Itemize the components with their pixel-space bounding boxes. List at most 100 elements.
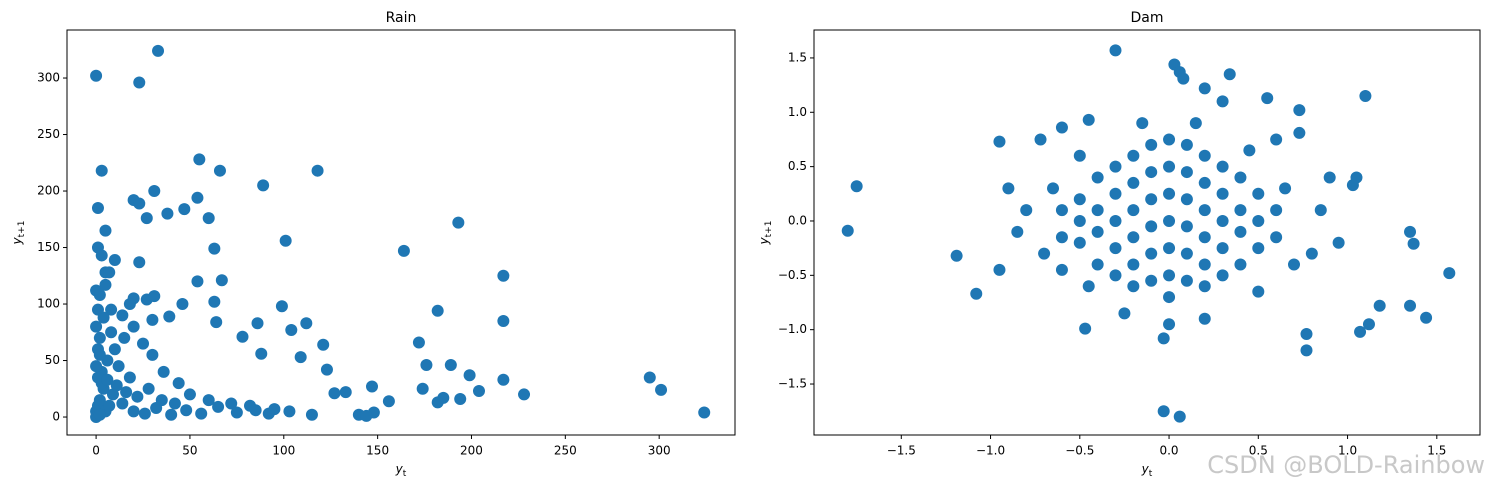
y-tick-label: 1.5 [788,50,807,64]
point [1261,92,1274,105]
point [133,76,146,89]
point [137,337,150,350]
point [1252,242,1265,255]
point [249,404,262,417]
point [1216,242,1229,255]
point [1359,89,1372,102]
panel: Rain yt yt+1 0 50 100 150 200 250 300 0 50 100 150 200… [10,10,736,479]
y-tick-label: 0.5 [788,159,807,173]
point [236,330,249,343]
point [1198,82,1211,95]
x-axis-label: yt [395,462,407,479]
point [168,397,181,410]
point [123,298,136,311]
plot-frame [813,29,1481,436]
point [120,386,133,399]
point [1157,332,1170,345]
y-tick-label: −1.5 [778,377,807,391]
point [1091,258,1104,271]
point [1127,149,1140,162]
x-tick-label: 1.0 [1338,444,1357,458]
point [643,371,656,384]
point [698,406,711,419]
point [90,360,103,373]
point [1073,149,1086,162]
point [127,320,140,333]
point [294,351,307,364]
x-tick-label: 300 [648,444,671,458]
point [133,197,146,210]
y-axis-label: yt+1 [10,221,27,246]
point [1118,307,1131,320]
point [1300,328,1313,341]
point [1305,247,1318,260]
point [497,373,510,386]
y-tick-label: 50 [45,353,60,367]
point [95,249,108,262]
point [1350,171,1363,184]
watermark: CSDN @BOLD-Rainbow [1207,451,1485,479]
point [1091,204,1104,217]
point [1073,193,1086,206]
point [1079,322,1092,335]
point [1234,225,1247,238]
point [1145,274,1158,287]
point [1198,149,1211,162]
point [416,382,429,395]
point [148,290,161,303]
point [172,377,185,390]
point [1163,160,1176,173]
point [1177,72,1190,85]
point [230,406,243,419]
point [1109,187,1122,200]
point [108,343,121,356]
point [1180,166,1193,179]
point [1180,193,1193,206]
point [112,360,125,373]
x-tick-label: 100 [272,444,295,458]
point [382,395,395,408]
point [1279,182,1292,195]
point [463,369,476,382]
point [208,242,221,255]
point [161,207,174,220]
point [1420,311,1433,324]
point [155,394,168,407]
point [305,408,318,421]
point [1198,204,1211,217]
chart-title: Dam [1131,10,1164,26]
point [970,287,983,300]
chart-title: Rain [386,10,417,26]
point [1127,258,1140,271]
point [655,383,668,396]
point [1020,204,1033,217]
point [1314,204,1327,217]
point [1127,231,1140,244]
point [148,185,161,198]
point [108,253,121,266]
point [1234,204,1247,217]
point [1180,138,1193,151]
plot-frame [66,29,736,436]
point [1252,214,1265,227]
point [1109,160,1122,173]
point [444,359,457,372]
point [1234,171,1247,184]
point [328,387,341,400]
point [841,224,854,237]
point [93,394,106,407]
point [1136,117,1149,130]
y-axis-label: yt+1 [757,221,774,246]
point [1198,176,1211,189]
point [1270,133,1283,146]
point [118,331,131,344]
x-tick-label: 150 [366,444,389,458]
point [212,400,225,413]
point [360,409,373,422]
point [146,348,159,361]
point [1047,182,1060,195]
point [431,396,444,409]
point [366,380,379,393]
point [1011,225,1024,238]
